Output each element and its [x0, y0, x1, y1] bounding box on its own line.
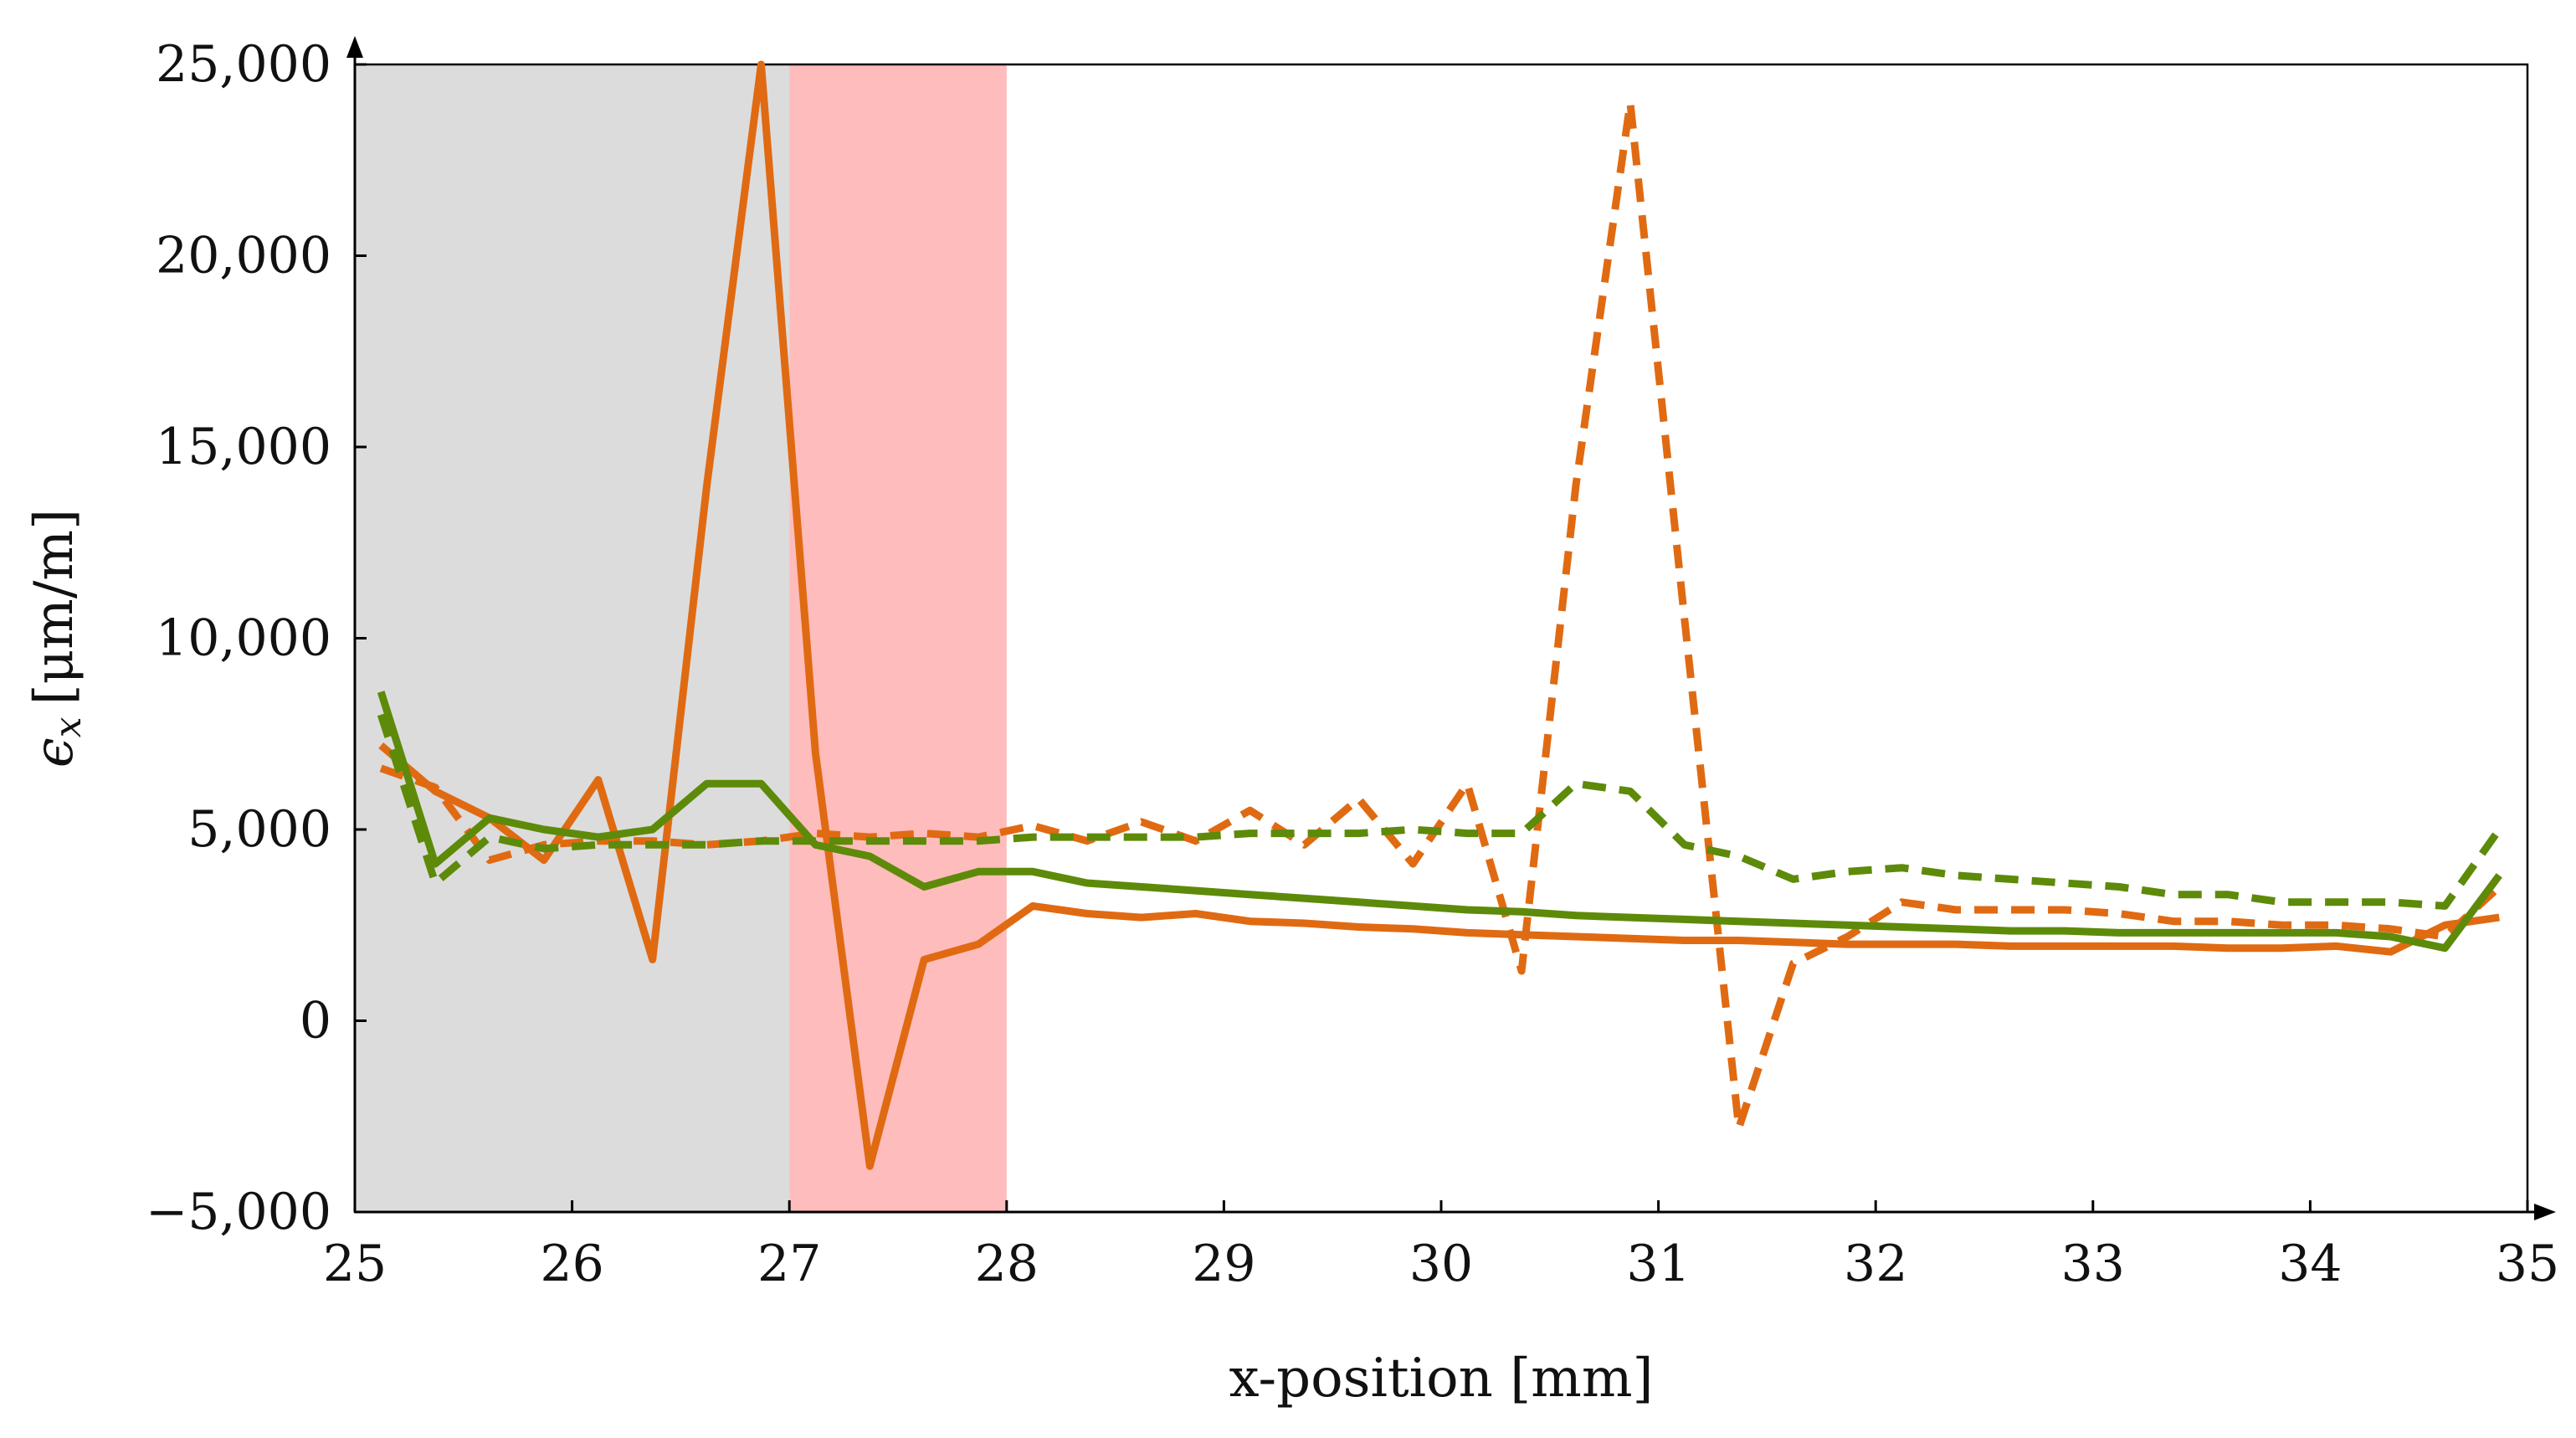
- series-green-solid: [377, 691, 2502, 953]
- y-axis-unit: [μm/m]: [23, 509, 85, 705]
- y-tick-label: 10,000: [156, 609, 331, 668]
- series-orange-dashed: [379, 99, 2502, 1132]
- x-tick-label: 34: [2278, 1235, 2342, 1293]
- region-gray: [355, 64, 790, 1212]
- series-orange-solid: [378, 60, 2500, 1170]
- y-tick-label: 15,000: [156, 418, 331, 476]
- y-tick-label: 20,000: [156, 227, 331, 285]
- y-tick-label: 25,000: [156, 35, 331, 94]
- x-tick-label: 29: [1192, 1235, 1255, 1293]
- shaded-regions: [355, 64, 1007, 1212]
- x-tick-label: 25: [323, 1235, 387, 1293]
- x-tick-label: 26: [540, 1235, 603, 1293]
- series-green-dashed: [377, 713, 2502, 910]
- x-axis-arrowhead: [2534, 1204, 2556, 1220]
- y-tick-label: 5,000: [187, 800, 331, 859]
- x-tick-label: 35: [2496, 1235, 2559, 1293]
- y-axis-symbol: ϵ: [23, 737, 85, 768]
- y-ticks: −5,000 0 5,000 10,000 15,000 20,000 25,000: [146, 35, 367, 1241]
- y-tick-label: 0: [300, 992, 331, 1050]
- axes: [346, 36, 2556, 1220]
- x-tick-label: 28: [975, 1235, 1039, 1293]
- y-axis-arrowhead: [346, 36, 363, 58]
- y-axis-subscript: x: [47, 716, 90, 737]
- x-tick-label: 31: [1626, 1235, 1690, 1293]
- x-ticks: 25 26 27 28 29 30 31 32 33 34 35: [323, 1200, 2559, 1293]
- series-group: [377, 60, 2502, 1170]
- x-tick-label: 33: [2061, 1235, 2125, 1293]
- x-tick-label: 32: [1844, 1235, 1907, 1293]
- y-tick-label: −5,000: [146, 1183, 331, 1241]
- x-tick-label: 30: [1409, 1235, 1473, 1293]
- region-red: [789, 64, 1007, 1212]
- y-axis-title: ϵx [μm/m]: [23, 509, 90, 768]
- x-tick-label: 27: [757, 1235, 821, 1293]
- x-axis-title: x-position [mm]: [1229, 1348, 1654, 1410]
